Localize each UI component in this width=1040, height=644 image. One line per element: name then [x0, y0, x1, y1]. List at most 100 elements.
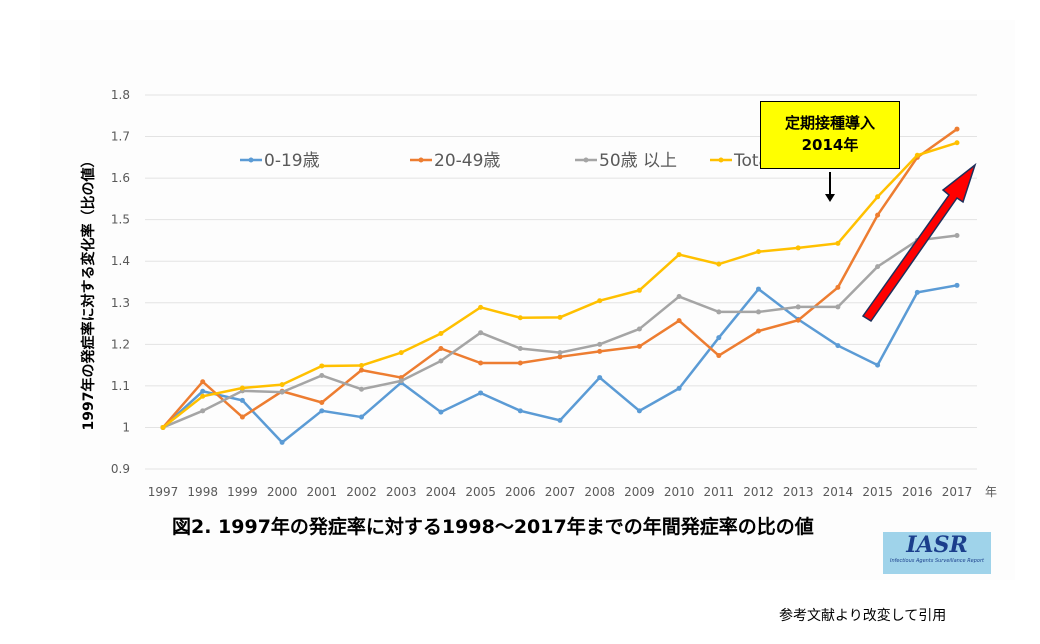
data-point — [954, 126, 960, 132]
data-point — [319, 400, 325, 406]
legend-label: 50歳 以上 — [599, 151, 677, 171]
x-tick-label: 2008 — [584, 485, 615, 499]
data-point — [636, 343, 642, 349]
data-point — [478, 390, 484, 396]
y-axis-label: 1997年の発症率に対する変化率（比の値） — [80, 154, 97, 431]
y-tick-label: 1.3 — [111, 296, 130, 310]
data-point — [716, 335, 722, 341]
data-point — [359, 363, 364, 369]
data-point — [359, 386, 364, 392]
y-tick-label: 0.9 — [111, 462, 130, 476]
x-tick-label: 2005 — [465, 485, 496, 499]
data-point — [914, 152, 920, 158]
data-point — [835, 284, 841, 290]
legend-marker — [583, 157, 589, 163]
y-tick-label: 1 — [122, 420, 130, 434]
data-point — [716, 309, 722, 315]
data-point — [557, 350, 563, 356]
x-tick-label: 1997 — [148, 485, 179, 499]
data-point — [756, 328, 761, 334]
data-point — [478, 360, 484, 366]
data-point — [557, 354, 563, 360]
data-point — [279, 439, 285, 445]
logo-subtitle: Infectious Agents Surveillance Report — [889, 558, 985, 564]
data-point — [319, 363, 325, 369]
data-point — [438, 345, 444, 351]
data-point — [756, 309, 761, 315]
data-point — [756, 249, 761, 255]
y-tick-label: 1.5 — [111, 213, 130, 227]
legend-marker — [718, 157, 724, 163]
x-tick-label: 1999 — [227, 485, 258, 499]
y-tick-label: 1.8 — [111, 88, 130, 102]
x-tick-label: 2001 — [307, 485, 338, 499]
chart-title: 図2. 1997年の発症率に対する1998〜2017年までの年間発症率の比の値 — [172, 516, 814, 538]
data-point — [636, 326, 642, 332]
data-point — [676, 252, 682, 258]
x-tick-label: 2007 — [545, 485, 576, 499]
data-point — [398, 350, 404, 356]
data-point — [557, 417, 563, 423]
data-point — [795, 317, 801, 323]
data-point — [597, 298, 603, 304]
data-point — [835, 304, 841, 310]
data-point — [517, 345, 523, 351]
data-point — [478, 330, 484, 336]
data-point — [200, 388, 206, 394]
red-trend-arrow — [861, 162, 977, 323]
x-axis-label: 年 — [985, 485, 997, 499]
x-tick-label: 2013 — [783, 485, 814, 499]
y-tick-label: 1.1 — [111, 379, 130, 393]
iasr-logo: IASR Infectious Agents Surveillance Repo… — [883, 532, 991, 574]
x-tick-label: 2010 — [664, 485, 695, 499]
annotation-line1: 定期接種導入 — [784, 114, 875, 132]
data-point — [279, 389, 285, 395]
data-point — [875, 362, 881, 368]
data-point — [954, 232, 960, 238]
y-tick-label: 1.7 — [111, 130, 130, 144]
data-point — [756, 286, 761, 292]
data-point — [438, 331, 444, 337]
x-tick-label: 2011 — [704, 485, 735, 499]
x-tick-label: 2009 — [624, 485, 655, 499]
y-tick-label: 1.2 — [111, 337, 130, 351]
data-point — [517, 360, 523, 366]
data-point — [398, 378, 404, 384]
data-point — [875, 194, 881, 200]
annotation-box: 定期接種導入 2014年 — [760, 101, 900, 169]
y-tick-label: 1.6 — [111, 171, 130, 185]
data-point — [319, 408, 325, 414]
data-point — [557, 314, 563, 320]
data-point — [676, 294, 682, 300]
data-point — [875, 264, 881, 270]
x-tick-label: 2003 — [386, 485, 417, 499]
data-point — [676, 318, 682, 324]
data-point — [478, 304, 484, 310]
data-point — [716, 261, 722, 267]
x-tick-label: 2004 — [426, 485, 457, 499]
series-line-50歳 以上 — [162, 234, 958, 429]
data-point — [597, 341, 603, 347]
data-point — [914, 289, 920, 295]
data-point — [200, 393, 206, 399]
data-point — [239, 414, 245, 420]
data-point — [239, 385, 245, 391]
legend-label: 20-49歳 — [434, 151, 500, 171]
data-point — [954, 282, 960, 288]
data-point — [279, 382, 285, 388]
x-tick-label: 2014 — [823, 485, 854, 499]
x-tick-label: 2012 — [743, 485, 774, 499]
annotation-line2: 2014年 — [801, 136, 859, 154]
data-point — [239, 397, 245, 403]
legend-label: 0-19歳 — [264, 151, 320, 171]
data-point — [200, 408, 206, 414]
data-point — [676, 385, 682, 391]
data-point — [597, 375, 603, 381]
data-point — [517, 315, 523, 321]
data-point — [835, 240, 841, 246]
data-point — [835, 343, 841, 349]
annotation-arrowhead — [825, 194, 835, 202]
data-point — [597, 348, 603, 354]
